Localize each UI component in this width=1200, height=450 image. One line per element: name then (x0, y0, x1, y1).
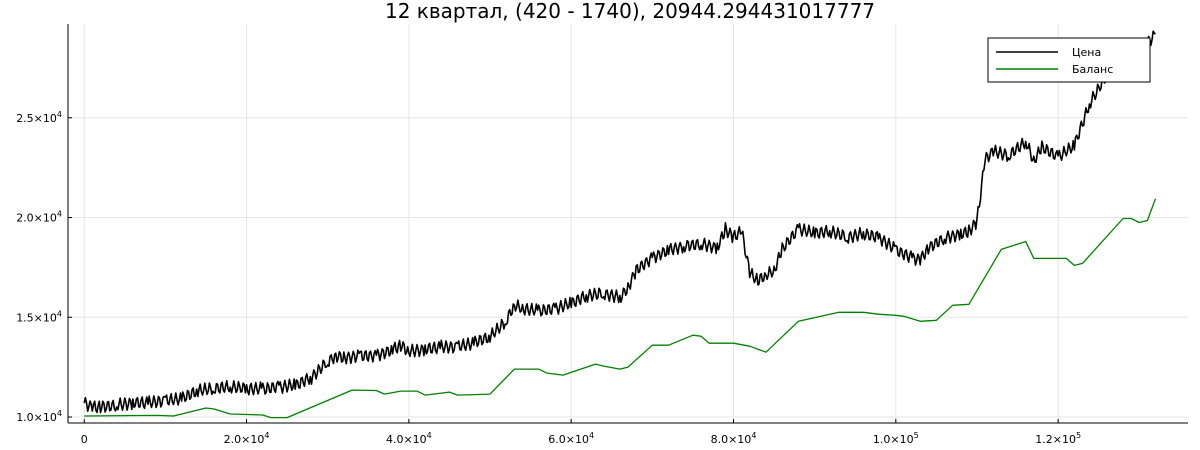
x-tick-label: 2.0×104 (224, 431, 270, 446)
series-lines (83, 30, 1157, 419)
y-tick-label: 2.0×104 (16, 210, 62, 225)
x-tick-label: 4.0×104 (386, 431, 432, 446)
y-tick-label: 2.5×104 (16, 110, 62, 125)
x-tick-labels: 0 2.0×104 4.0×104 6.0×104 8.0×104 1.0×105 1.2×… (81, 431, 1081, 446)
legend-label: Баланс (1072, 63, 1113, 76)
axes (67, 24, 1188, 424)
x-tick-label: 6.0×104 (548, 431, 594, 446)
y-tick-label: 1.5×104 (16, 309, 62, 324)
legend-box (987, 37, 1151, 83)
x-tick-label: 1.2×105 (1035, 431, 1081, 446)
series-line-1 (83, 30, 1156, 414)
legend: Цена Баланс (987, 37, 1151, 83)
grid-lines (68, 24, 1188, 423)
y-tick-label: 1.0×104 (16, 409, 62, 424)
x-tick-label: 1.0×105 (873, 431, 919, 446)
chart-title: 12 квартал, (420 - 1740), 20944.29443101… (385, 0, 875, 23)
x-tick-label: 8.0×104 (711, 431, 757, 446)
series-line-2 (84, 198, 1157, 419)
x-tick-label: 0 (81, 433, 88, 446)
legend-label: Цена (1072, 46, 1101, 59)
y-tick-labels: 1.0×104 1.5×104 2.0×104 2.5×104 (16, 110, 62, 424)
